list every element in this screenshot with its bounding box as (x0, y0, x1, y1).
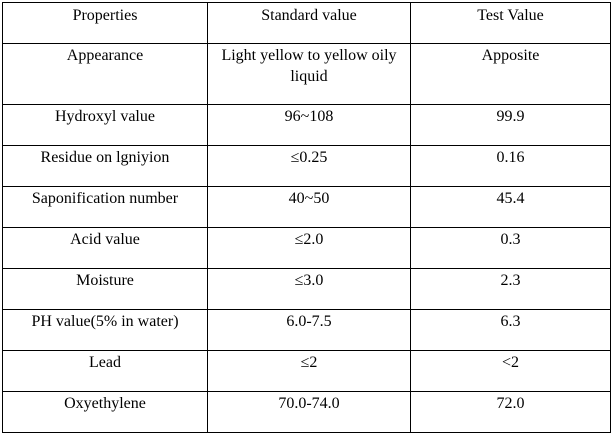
properties-table: Properties Standard value Test Value App… (2, 2, 611, 433)
standard-value-cell: ≤2.0 (207, 227, 411, 269)
test-value-cell: 0.16 (410, 145, 611, 187)
test-value-cell: Apposite (410, 43, 611, 105)
table-row: PH value(5% in water) 6.0-7.5 6.3 (2, 309, 611, 351)
property-cell: Moisture (2, 268, 208, 310)
test-value-cell: 99.9 (410, 104, 611, 146)
standard-value-cell: 96~108 (207, 104, 411, 146)
standard-value-cell: 6.0-7.5 (207, 309, 411, 351)
property-cell: Saponification number (2, 186, 208, 228)
table-row: Acid value ≤2.0 0.3 (2, 227, 611, 269)
test-value-cell: <2 (410, 350, 611, 392)
standard-value-cell: 40~50 (207, 186, 411, 228)
standard-value-cell: Light yellow to yellow oily liquid (207, 43, 411, 105)
table-row: Appearance Light yellow to yellow oily l… (2, 43, 611, 105)
table-header-row: Properties Standard value Test Value (2, 2, 611, 44)
property-cell: Oxyethylene (2, 391, 208, 433)
test-value-cell: 2.3 (410, 268, 611, 310)
property-cell: Acid value (2, 227, 208, 269)
property-cell: Hydroxyl value (2, 104, 208, 146)
table-row: Oxyethylene 70.0-74.0 72.0 (2, 391, 611, 433)
standard-value-cell: ≤2 (207, 350, 411, 392)
test-value-cell: 45.4 (410, 186, 611, 228)
property-cell: Residue on lgniyion (2, 145, 208, 187)
header-test-value: Test Value (410, 2, 611, 44)
table-row: Hydroxyl value 96~108 99.9 (2, 104, 611, 146)
test-value-cell: 72.0 (410, 391, 611, 433)
table-row: Moisture ≤3.0 2.3 (2, 268, 611, 310)
test-value-cell: 6.3 (410, 309, 611, 351)
table-row: Lead ≤2 <2 (2, 350, 611, 392)
header-standard-value: Standard value (207, 2, 411, 44)
property-cell: Appearance (2, 43, 208, 105)
header-properties: Properties (2, 2, 208, 44)
test-value-cell: 0.3 (410, 227, 611, 269)
table-row: Saponification number 40~50 45.4 (2, 186, 611, 228)
table-row: Residue on lgniyion ≤0.25 0.16 (2, 145, 611, 187)
property-cell: PH value(5% in water) (2, 309, 208, 351)
property-cell: Lead (2, 350, 208, 392)
standard-value-cell: ≤0.25 (207, 145, 411, 187)
standard-value-cell: ≤3.0 (207, 268, 411, 310)
standard-value-cell: 70.0-74.0 (207, 391, 411, 433)
